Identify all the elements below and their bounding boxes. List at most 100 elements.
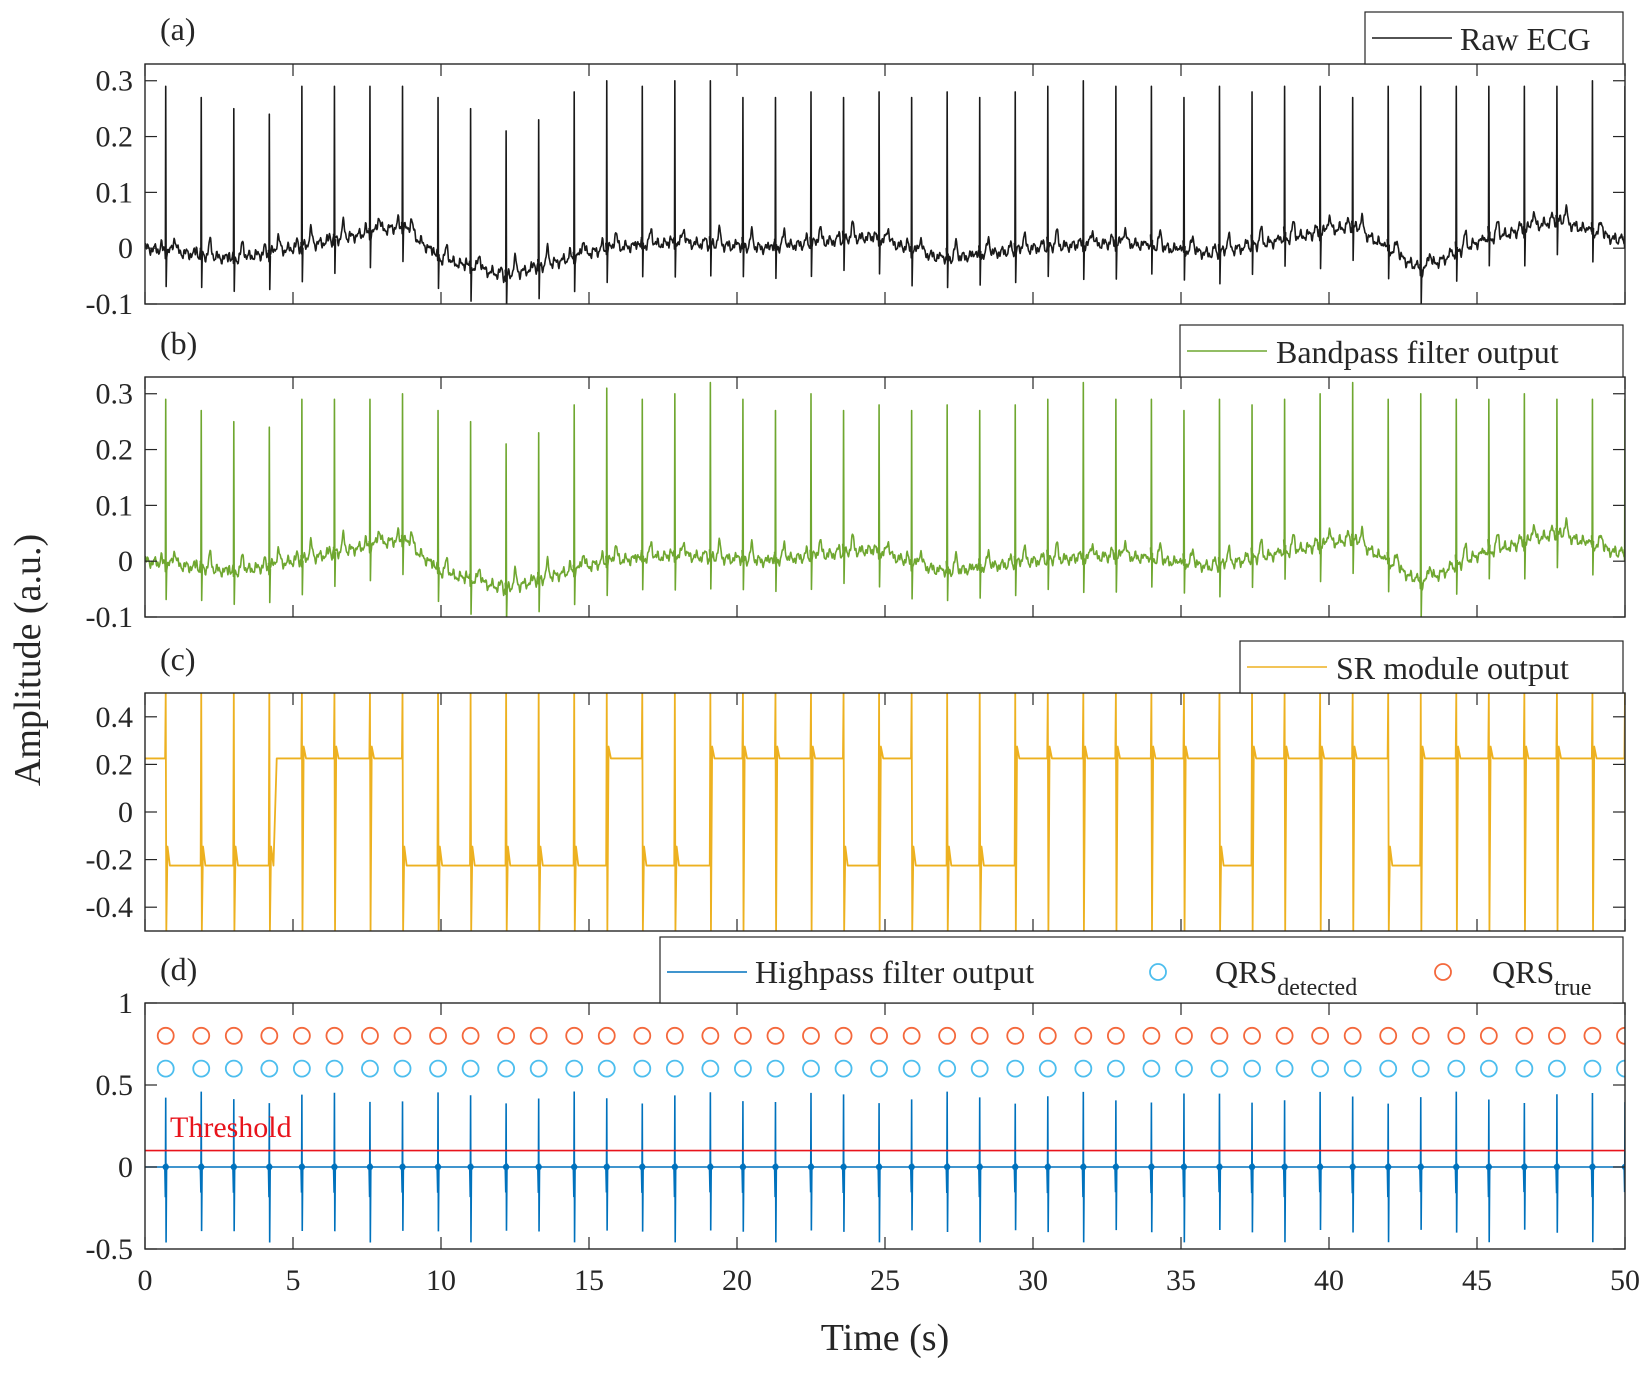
panel-b-legend-label: Bandpass filter output bbox=[1276, 334, 1559, 370]
panel-c-tag: (c) bbox=[160, 641, 196, 677]
threshold-label: Threshold bbox=[170, 1111, 292, 1144]
xtick-label: 15 bbox=[574, 1264, 604, 1297]
qrs-true-marker bbox=[393, 1026, 412, 1045]
qrs-detected-marker bbox=[870, 1059, 888, 1078]
qrs-true-marker bbox=[1275, 1026, 1294, 1045]
panel-b-tag: (b) bbox=[160, 325, 197, 361]
xtick-label: 20 bbox=[722, 1264, 752, 1297]
highpass-peak-dot bbox=[1044, 1163, 1052, 1171]
panel-a-ytick-label: 0 bbox=[118, 232, 133, 265]
highpass-peak-dot bbox=[230, 1163, 237, 1171]
highpass-peak-dot bbox=[331, 1163, 338, 1171]
qrs-detected-marker bbox=[1210, 1059, 1229, 1078]
qrs-detected-marker bbox=[902, 1059, 921, 1078]
panel-d: -0.5 0 0.5 1 (d) Threshold Highpass filter … bbox=[86, 936, 1626, 1266]
qrs-true-marker bbox=[701, 1026, 720, 1045]
qrs-true-marker bbox=[1142, 1026, 1161, 1045]
highpass-peak-dot bbox=[1385, 1163, 1392, 1171]
qrs-detected-marker bbox=[597, 1059, 616, 1078]
qrs-true-marker bbox=[1479, 1026, 1498, 1045]
qrs-detected-legend-name: QRS bbox=[1215, 954, 1277, 990]
highpass-peak-dot bbox=[502, 1163, 510, 1171]
xtick-label: 30 bbox=[1018, 1264, 1048, 1297]
highpass-peak-dot bbox=[571, 1163, 578, 1171]
qrs-true-marker bbox=[834, 1026, 853, 1045]
qrs-detected-marker bbox=[1479, 1059, 1498, 1078]
qrs-detected-marker bbox=[665, 1059, 684, 1078]
panel-a-ytick-label: 0.1 bbox=[96, 176, 134, 209]
highpass-peak-dot bbox=[707, 1163, 714, 1171]
qrs-detected-marker bbox=[461, 1059, 480, 1078]
xtick-label: 10 bbox=[426, 1264, 456, 1297]
qrs-detected-marker bbox=[393, 1059, 412, 1078]
qrs-true-marker bbox=[766, 1026, 785, 1045]
qrs-detected-marker bbox=[1142, 1059, 1161, 1078]
qrs-detected-marker bbox=[734, 1059, 752, 1078]
highpass-peak-dot bbox=[671, 1163, 679, 1171]
highpass-peak-dot bbox=[1012, 1163, 1019, 1171]
qrs-true-marker bbox=[665, 1026, 684, 1045]
qrs-true-marker bbox=[1311, 1026, 1330, 1045]
panel-d-ytick-label: 0 bbox=[118, 1151, 133, 1184]
qrs-true-marker bbox=[1515, 1026, 1534, 1045]
qrs-true-marker bbox=[565, 1026, 584, 1045]
highpass-peak-dot bbox=[1080, 1163, 1087, 1171]
highpass-peak-dot bbox=[366, 1163, 374, 1171]
qrs-true-marker bbox=[1210, 1026, 1229, 1045]
highpass-peak-dot bbox=[772, 1163, 779, 1171]
qrs-detected-marker bbox=[1343, 1059, 1362, 1078]
highpass-peak-dot bbox=[840, 1163, 847, 1171]
qrs-detected-marker bbox=[701, 1059, 720, 1078]
highpass-peak-dot bbox=[1417, 1163, 1424, 1171]
highpass-peak-dot bbox=[1316, 1163, 1324, 1171]
qrs-true-marker bbox=[429, 1026, 447, 1045]
highpass-peak-dot bbox=[1281, 1163, 1288, 1171]
highpass-peak-dot bbox=[1349, 1163, 1356, 1171]
qrs-detected-marker bbox=[1006, 1059, 1025, 1078]
xtick-label: 0 bbox=[138, 1264, 153, 1297]
panel-c-legend: SR module output bbox=[1239, 640, 1624, 694]
qrs-true-marker bbox=[1175, 1026, 1193, 1045]
highpass-peak-dot bbox=[535, 1163, 542, 1171]
qrs-true-marker bbox=[1074, 1026, 1093, 1045]
qrs-detected-marker bbox=[429, 1059, 447, 1078]
qrs-detected-marker bbox=[633, 1059, 652, 1078]
panel-b-series-line bbox=[145, 381, 1625, 617]
qrs-true-marker bbox=[1379, 1026, 1398, 1045]
panel-b-ytick-label: 0 bbox=[118, 545, 133, 578]
panel-a: -0.1 0 0.1 0.2 0.3 (a) Raw ECG bbox=[86, 11, 1626, 321]
panel-b-ytick-label: 0.3 bbox=[96, 378, 134, 411]
panel-d-ytick-label: 1 bbox=[118, 987, 133, 1020]
xtick-label: 40 bbox=[1314, 1264, 1344, 1297]
panel-b-ytick-label: -0.1 bbox=[86, 601, 134, 634]
highpass-series-line bbox=[145, 1091, 1625, 1243]
panel-b: -0.1 0 0.1 0.2 0.3 (b) Bandpass filter outpu… bbox=[86, 324, 1626, 634]
qrs-true-marker bbox=[1106, 1026, 1125, 1045]
qrs-detected-marker bbox=[1243, 1059, 1261, 1078]
highpass-peak-dot bbox=[976, 1163, 983, 1171]
xtick-label: 25 bbox=[870, 1264, 900, 1297]
qrs-true-marker bbox=[1583, 1026, 1602, 1045]
panel-b-ytick-label: 0.1 bbox=[96, 489, 134, 522]
qrs-detected-legend-label: QRSdetected bbox=[1215, 954, 1357, 1001]
highpass-peak-dot bbox=[434, 1163, 442, 1171]
qrs-true-legend-name: QRS bbox=[1492, 954, 1554, 990]
qrs-detected-marker bbox=[802, 1059, 820, 1078]
qrs-true-marker bbox=[224, 1026, 243, 1045]
highpass-peak-dot bbox=[1112, 1163, 1120, 1171]
highpass-peak-dot bbox=[1521, 1163, 1528, 1171]
panel-a-ytick-label: 0.2 bbox=[96, 121, 134, 154]
xtick-label: 35 bbox=[1166, 1264, 1196, 1297]
panel-c-ytick-label: 0 bbox=[118, 796, 133, 829]
qrs-true-marker bbox=[1447, 1026, 1466, 1045]
qrs-detected-marker bbox=[292, 1059, 311, 1078]
qrs-detected-marker bbox=[970, 1059, 989, 1078]
qrs-true-marker bbox=[1548, 1026, 1566, 1045]
qrs-detected-marker bbox=[224, 1059, 243, 1078]
qrs-detected-marker bbox=[325, 1059, 344, 1078]
qrs-true-marker bbox=[938, 1026, 957, 1045]
panel-a-legend-label: Raw ECG bbox=[1460, 21, 1591, 57]
panel-d-tag: (d) bbox=[160, 951, 197, 987]
qrs-detected-marker bbox=[192, 1059, 211, 1078]
